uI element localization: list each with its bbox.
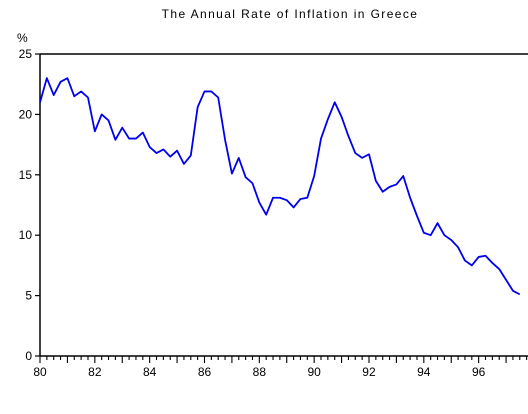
y-tick-label: 15: [19, 168, 33, 182]
x-tick-label: 86: [198, 365, 212, 379]
y-axis-ticks: 0 5 10 15 20 25: [19, 47, 40, 363]
x-tick-label: 88: [253, 365, 267, 379]
x-tick-label: 94: [417, 365, 431, 379]
inflation-series-line: [39, 77, 521, 296]
y-tick-label: 20: [19, 107, 33, 121]
x-tick-label: 92: [362, 365, 376, 379]
x-tick-label: 90: [307, 365, 321, 379]
plot-axes: [39, 53, 528, 357]
y-axis-unit-label: %: [17, 31, 28, 45]
y-tick-label: 0: [25, 349, 32, 363]
y-tick-label: 5: [25, 289, 32, 303]
chart-title: The Annual Rate of Inflation in Greece: [162, 7, 419, 21]
y-tick-label: 10: [19, 228, 33, 242]
x-tick-label: 80: [33, 365, 47, 379]
series-group: [39, 77, 521, 296]
y-tick-label: 25: [19, 47, 33, 61]
x-tick-label: 82: [88, 365, 102, 379]
x-tick-label: 84: [143, 365, 157, 379]
x-axis-ticks: 80 82 84 86 88 90 92 94 96: [33, 356, 528, 379]
x-tick-label: 96: [472, 365, 486, 379]
